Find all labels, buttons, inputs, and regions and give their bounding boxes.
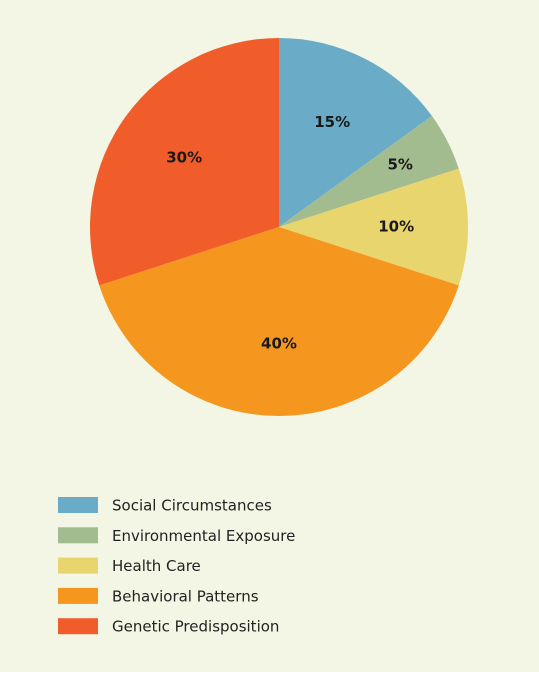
data-label: 40% [261, 335, 297, 353]
data-label: 15% [314, 113, 350, 131]
pie-slice [279, 38, 432, 227]
legend-swatch [58, 557, 98, 574]
data-label: 30% [166, 149, 202, 167]
legend-label: Behavioral Patterns [112, 587, 259, 605]
legend-swatch [58, 618, 98, 635]
legend-label: Social Circumstances [112, 497, 272, 515]
legend-swatch [58, 527, 98, 544]
pie-slice [89, 38, 279, 286]
legend-label: Environmental Exposure [112, 527, 295, 545]
data-label: 10% [378, 218, 414, 236]
legend-label: Health Care [112, 557, 201, 575]
legend-label: Genetic Predisposition [112, 618, 279, 636]
data-label: 5% [388, 156, 413, 174]
pie-slice [279, 168, 469, 286]
pie-slice [99, 227, 459, 416]
legend-swatch [58, 587, 98, 604]
pie-slice [279, 115, 459, 227]
legend-swatch [58, 497, 98, 513]
